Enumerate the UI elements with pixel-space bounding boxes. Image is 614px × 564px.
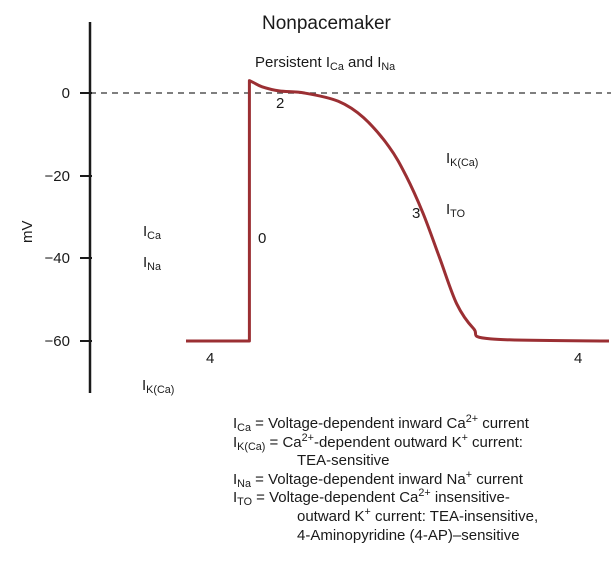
phase-4-left-label: 4 [206,350,215,367]
y-tick-label-0: 0 [61,85,70,102]
figure-title: Nonpacemaker [262,13,391,34]
legend-row-ito-continued: outward K+ current: TEA-insensitive, [297,506,539,525]
legend-row-ica: ICa = Voltage-dependent inward Ca2+ curr… [233,413,529,435]
phase-4-right-label: 4 [574,350,583,367]
ikca-bottom-label: IK(Ca) [142,377,175,397]
y-tick-label-minus20: −20 [44,168,70,185]
legend-row-ina: INa = Voltage-dependent inward Na+ curre… [233,468,523,491]
phase-2-label: 2 [276,95,285,112]
legend: ICa = Voltage-dependent inward Ca2+ curr… [233,413,539,545]
legend-row-ikca: IK(Ca) = Ca2+-dependent outward K+ curre… [233,431,523,453]
action-potential-trace [186,79,610,343]
phase-3-label: 3 [412,205,421,222]
ica-label: ICa [143,223,161,243]
legend-row-ito: ITO = Voltage-dependent Ca2+ insensitive… [233,487,510,509]
persistent-current-label: Persistent ICa and INa [255,54,396,74]
legend-row-ikca-continued: TEA-sensitive [297,452,390,470]
legend-row-ito-continued-2: 4-Aminopyridine (4-AP)–sensitive [297,526,520,544]
ito-label: ITO [446,201,465,221]
y-tick-label-minus60: −60 [44,333,70,350]
ina-label: INa [143,254,161,274]
ikca-top-label: IK(Ca) [446,150,479,170]
phase-0-label: 0 [258,230,267,247]
y-tick-label-minus40: −40 [44,250,70,267]
y-axis-label: mV [19,220,36,244]
